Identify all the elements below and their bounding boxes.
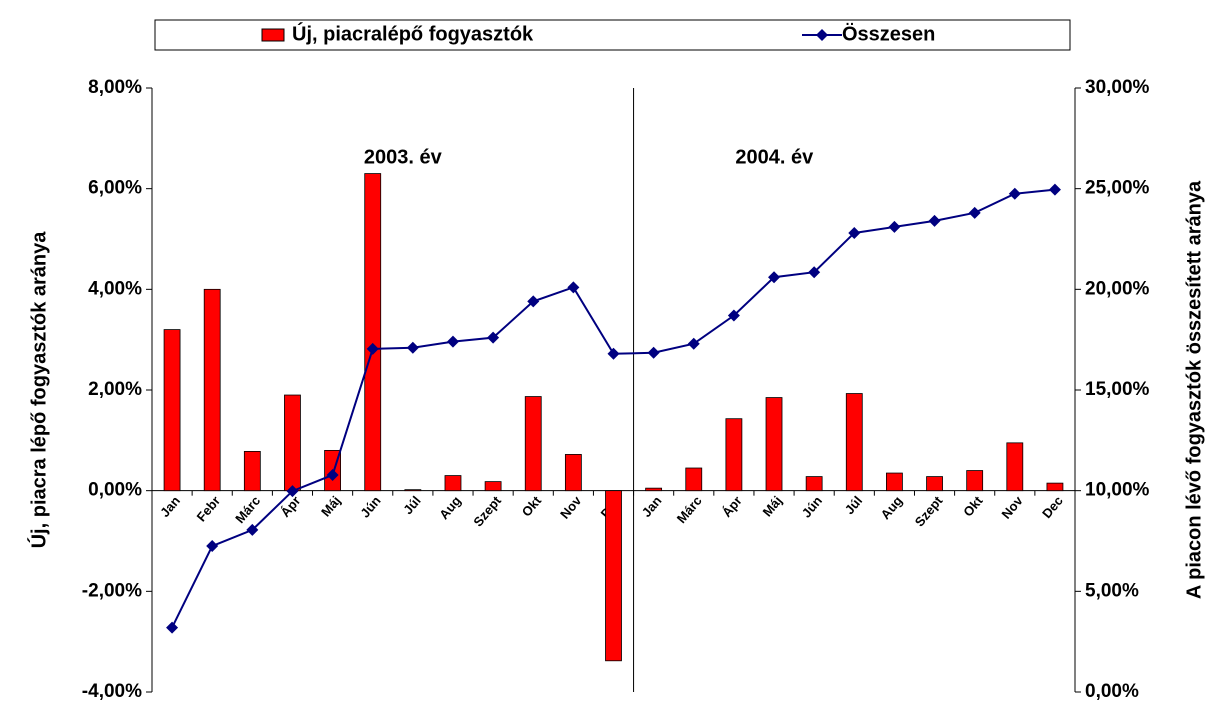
bar	[605, 490, 622, 662]
point	[246, 523, 259, 536]
annotation: 2003. év	[364, 146, 443, 168]
bar	[845, 393, 863, 492]
x-tick-label: Jan	[157, 493, 183, 520]
x-tick-label: Szept	[470, 493, 504, 530]
bar	[284, 394, 301, 492]
y2-tick-label: 20,00%	[1085, 278, 1150, 299]
bar	[203, 288, 221, 492]
y-tick-label: 0,00%	[88, 480, 142, 501]
bar	[805, 476, 823, 492]
point	[366, 342, 379, 355]
y2-tick-label: 5,00%	[1085, 580, 1139, 601]
bar	[484, 481, 502, 492]
y2-axis-label: A piacon lévő fogyasztók összesített ará…	[1183, 180, 1205, 599]
point	[808, 266, 821, 279]
point	[487, 331, 500, 344]
point	[206, 540, 219, 553]
point	[888, 220, 901, 233]
y-tick-label: -2,00%	[82, 580, 142, 601]
point	[687, 337, 700, 350]
x-tick-label: Júl	[400, 493, 424, 517]
point	[727, 309, 740, 322]
x-tick-label: Márc	[674, 493, 705, 526]
bar	[524, 396, 542, 492]
bar	[1046, 482, 1064, 492]
x-tick-label: Dec	[1039, 493, 1066, 521]
x-tick-label: Jún	[357, 493, 383, 520]
bar	[163, 329, 181, 492]
x-tick-label: Ápr	[719, 493, 745, 520]
x-tick-label: Aug	[436, 493, 464, 522]
bar	[243, 451, 261, 492]
y-tick-label: 2,00%	[88, 379, 142, 400]
point	[286, 485, 299, 498]
point	[166, 621, 179, 634]
x-tick-label: Jún	[799, 493, 825, 520]
y-tick-label: -4,00%	[82, 681, 142, 702]
annotation: 2004. év	[735, 146, 814, 168]
x-tick-label: Aug	[878, 493, 906, 522]
point	[567, 281, 580, 294]
legend-box	[154, 19, 1071, 51]
x-tick-label: Febr	[194, 493, 224, 524]
legend-label: Összesen	[842, 22, 935, 45]
y-axis-label: Új, piacra lépő fogyasztók aránya	[26, 231, 50, 549]
point	[647, 346, 660, 359]
bar	[364, 173, 382, 492]
y2-tick-label: 15,00%	[1085, 379, 1150, 400]
x-tick-label: Jan	[639, 493, 665, 520]
y-tick-label: 6,00%	[88, 178, 142, 199]
y-tick-label: 8,00%	[88, 77, 142, 98]
legend-label: Új, piacralépő fogyasztók	[292, 21, 534, 45]
point	[406, 341, 419, 354]
point	[527, 295, 540, 308]
point	[326, 468, 339, 481]
point	[1008, 187, 1021, 200]
bar	[444, 475, 462, 492]
y2-tick-label: 25,00%	[1085, 178, 1150, 199]
y2-tick-label: 30,00%	[1085, 77, 1150, 98]
bar	[564, 454, 582, 492]
legend-swatch	[261, 28, 285, 42]
x-tick-label: Máj	[760, 493, 785, 519]
bar	[645, 487, 663, 492]
point	[446, 335, 459, 348]
x-tick-label: Okt	[519, 493, 545, 520]
x-tick-label: Márc	[232, 493, 263, 526]
point	[768, 271, 781, 284]
point	[928, 214, 941, 227]
x-tick-label: Máj	[318, 493, 343, 519]
bar	[725, 418, 743, 492]
bar	[1006, 442, 1024, 492]
bar	[765, 397, 783, 492]
y-tick-label: 4,00%	[88, 278, 142, 299]
legend-marker	[816, 29, 828, 41]
bar	[966, 470, 984, 492]
x-tick-label: Nov	[998, 493, 1026, 522]
x-tick-label: Júl	[842, 493, 866, 517]
point	[848, 226, 861, 239]
point	[607, 347, 620, 360]
x-tick-label: Szept	[912, 493, 946, 530]
y2-tick-label: 0,00%	[1085, 681, 1139, 702]
y2-tick-label: 10,00%	[1085, 480, 1150, 501]
bar	[926, 476, 943, 492]
point	[1048, 183, 1061, 196]
bar	[404, 489, 422, 492]
point	[968, 206, 981, 219]
x-tick-label: Nov	[557, 493, 585, 522]
x-tick-label: Ápr	[278, 493, 304, 520]
bar	[886, 472, 903, 492]
x-tick-label: Okt	[960, 493, 986, 520]
bar	[685, 467, 703, 492]
